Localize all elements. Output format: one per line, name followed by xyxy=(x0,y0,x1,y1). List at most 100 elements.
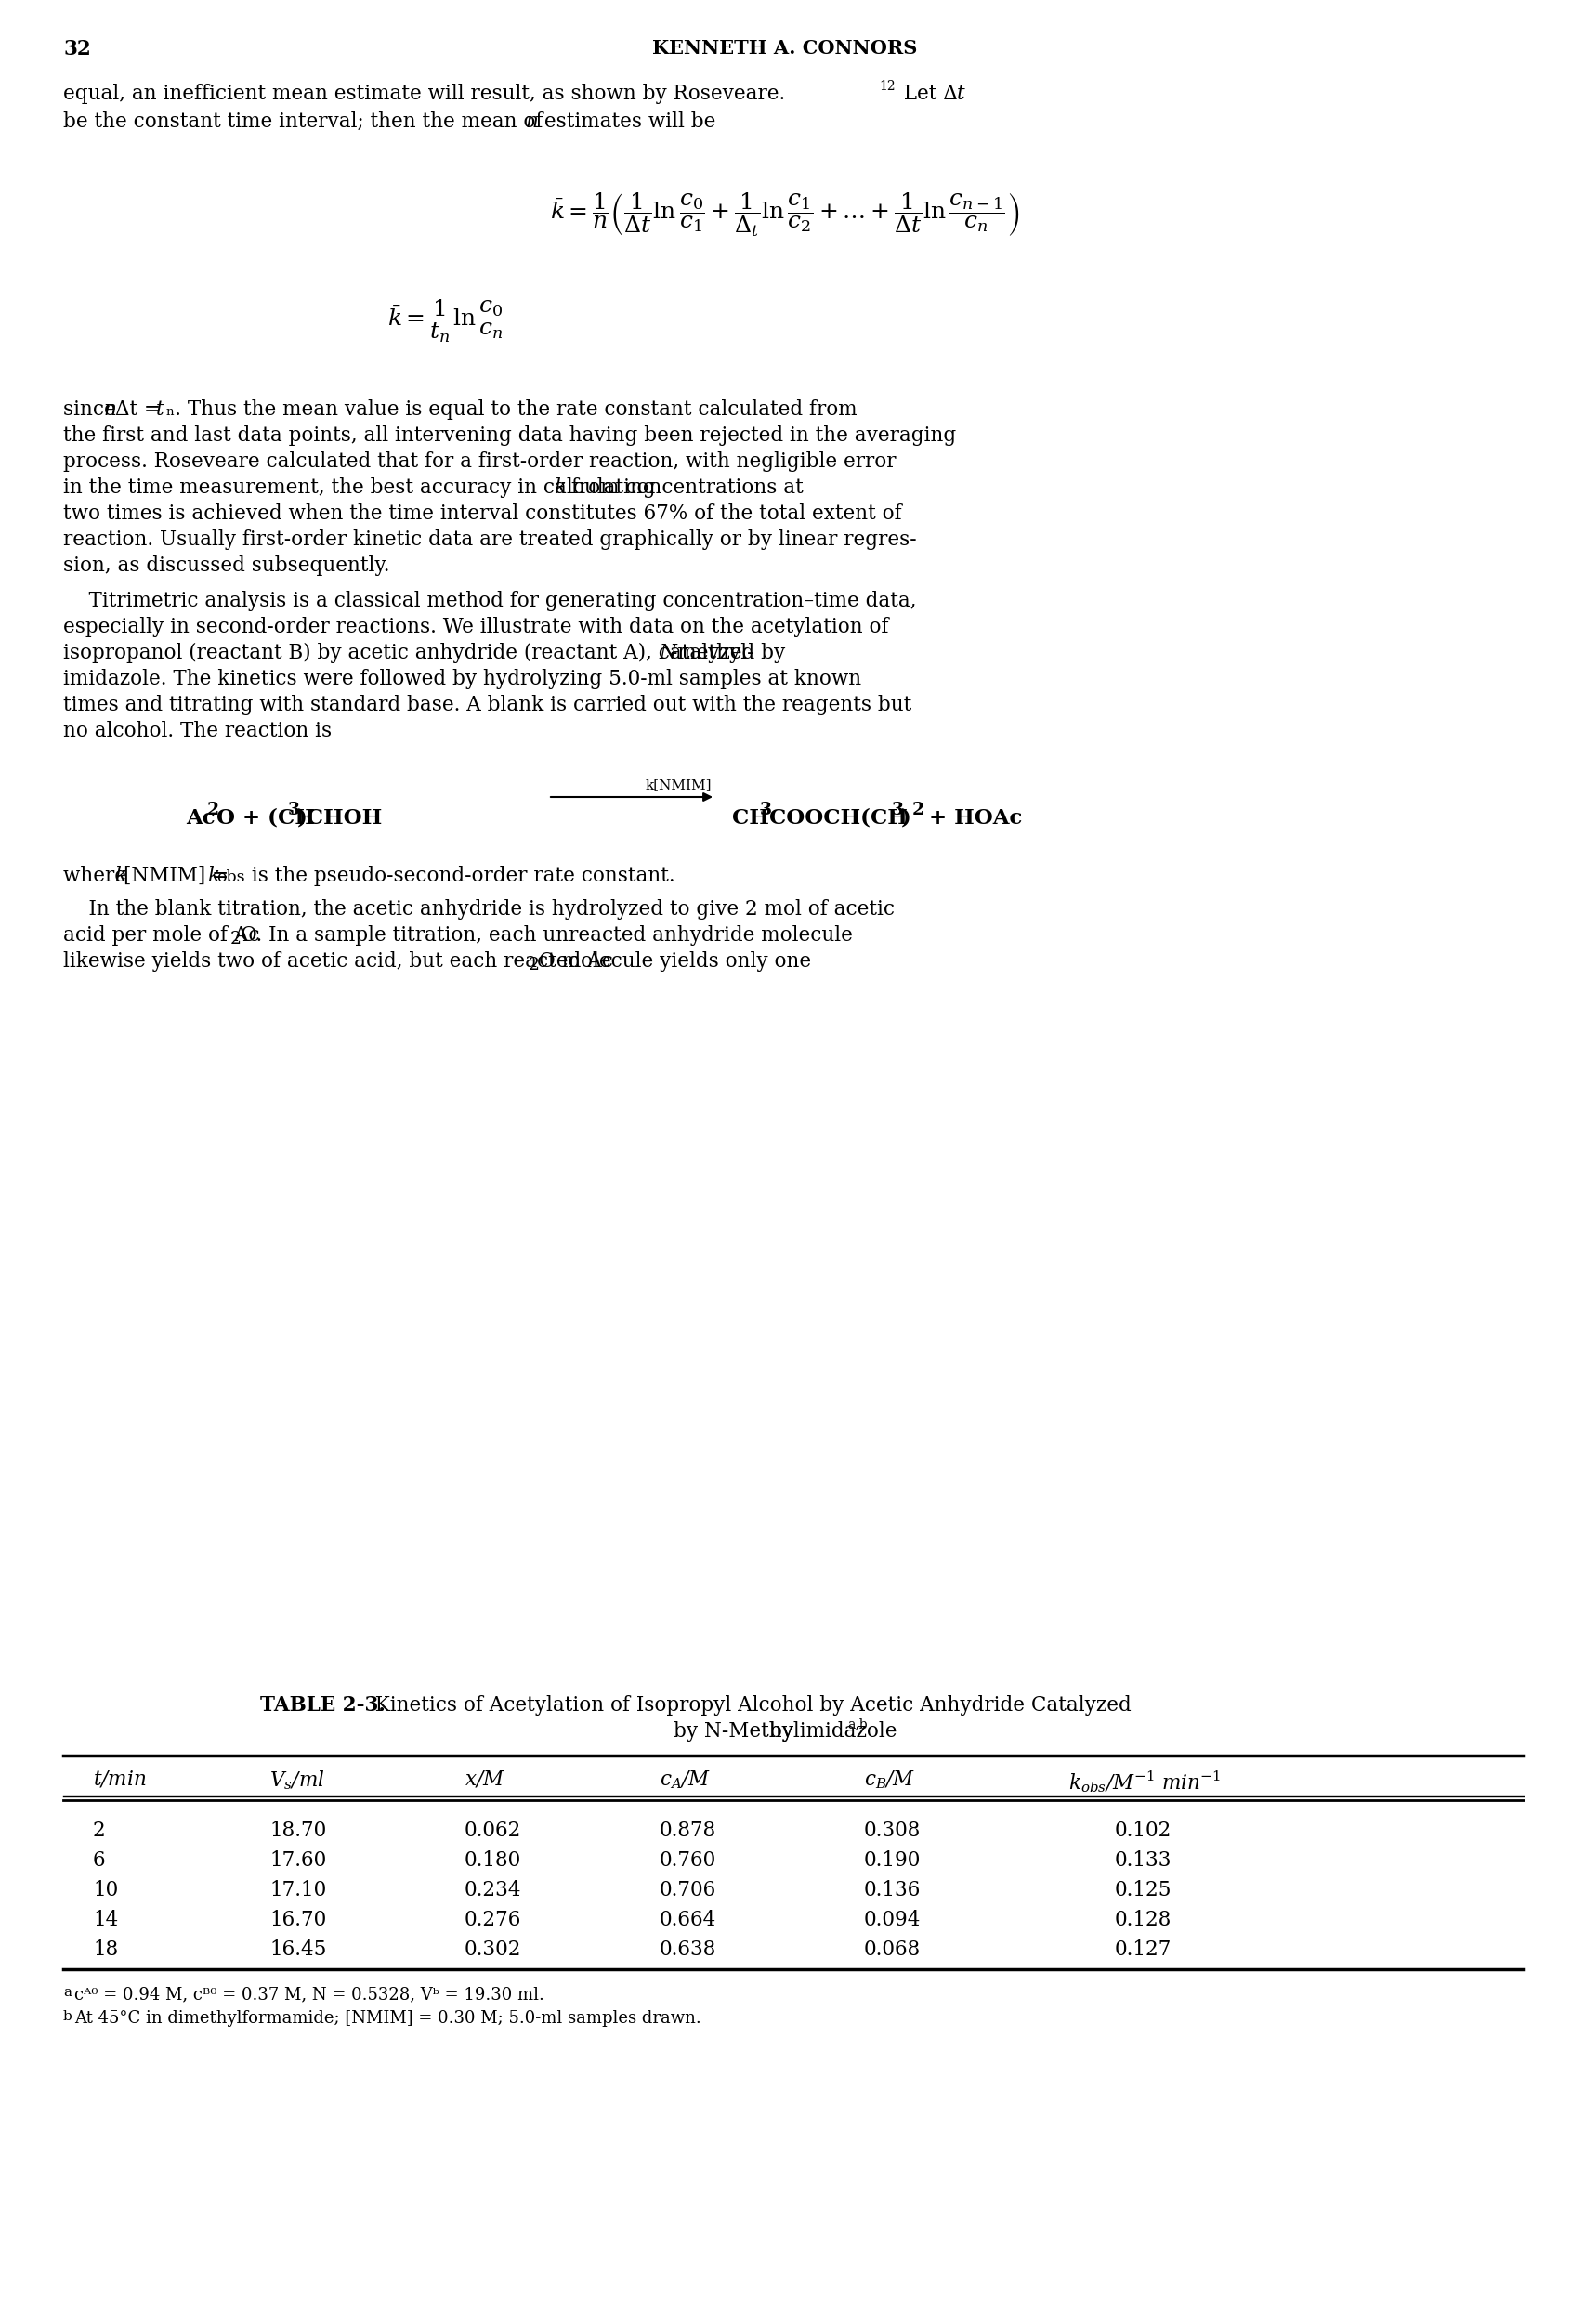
Text: k: k xyxy=(207,867,220,885)
Text: no alcohol. The reaction is: no alcohol. The reaction is xyxy=(63,720,331,741)
Text: especially in second-order reactions. We illustrate with data on the acetylation: especially in second-order reactions. We… xyxy=(63,616,889,637)
Text: $c_B$/M: $c_B$/M xyxy=(864,1769,916,1789)
Text: 0.190: 0.190 xyxy=(864,1850,921,1871)
Text: 17.60: 17.60 xyxy=(269,1850,327,1871)
Text: 3: 3 xyxy=(287,802,300,818)
Text: 14: 14 xyxy=(93,1910,118,1931)
Text: TABLE 2-3.: TABLE 2-3. xyxy=(261,1694,385,1715)
Text: $c_A$/M: $c_A$/M xyxy=(660,1769,712,1789)
Text: 0.102: 0.102 xyxy=(1115,1820,1172,1841)
Text: Kinetics of Acetylation of Isopropyl Alcohol by Acetic Anhydride Catalyzed: Kinetics of Acetylation of Isopropyl Alc… xyxy=(363,1694,1131,1715)
Text: 2: 2 xyxy=(93,1820,105,1841)
Text: two times is achieved when the time interval constitutes 67% of the total extent: two times is achieved when the time inte… xyxy=(63,504,902,523)
Text: + HOAc: + HOAc xyxy=(922,809,1023,830)
Text: n: n xyxy=(104,400,116,421)
Text: 0.133: 0.133 xyxy=(1115,1850,1172,1871)
Text: k: k xyxy=(553,476,566,497)
Text: O. In a sample titration, each unreacted anhydride molecule: O. In a sample titration, each unreacted… xyxy=(240,925,853,946)
Text: estimates will be: estimates will be xyxy=(537,112,716,132)
Text: )CHOH: )CHOH xyxy=(297,809,383,830)
Text: t: t xyxy=(156,400,163,421)
Text: equal, an inefficient mean estimate will result, as shown by Roseveare.: equal, an inefficient mean estimate will… xyxy=(63,84,786,105)
Text: 16.45: 16.45 xyxy=(269,1941,327,1959)
Text: since: since xyxy=(63,400,123,421)
Text: CH: CH xyxy=(724,809,770,830)
Text: b: b xyxy=(63,2010,72,2024)
Text: is the pseudo-second-order rate constant.: is the pseudo-second-order rate constant… xyxy=(245,867,676,885)
Text: obs: obs xyxy=(217,869,245,885)
Text: $t$/min: $t$/min xyxy=(93,1769,146,1789)
Text: 0.664: 0.664 xyxy=(660,1910,716,1931)
Text: isopropanol (reactant B) by acetic anhydride (reactant A), catalyzed by: isopropanol (reactant B) by acetic anhyd… xyxy=(63,644,792,662)
Text: 0.136: 0.136 xyxy=(864,1880,921,1901)
Text: sion, as discussed subsequently.: sion, as discussed subsequently. xyxy=(63,555,390,576)
Text: 18.70: 18.70 xyxy=(269,1820,327,1841)
Text: ₙ. Thus the mean value is equal to the rate constant calculated from: ₙ. Thus the mean value is equal to the r… xyxy=(167,400,858,421)
Text: 0.706: 0.706 xyxy=(660,1880,716,1901)
Text: a: a xyxy=(63,1987,72,1999)
Text: imidazole. The kinetics were followed by hydrolyzing 5.0-ml samples at known: imidazole. The kinetics were followed by… xyxy=(63,669,861,690)
Text: k: k xyxy=(115,867,126,885)
Text: 0.638: 0.638 xyxy=(660,1941,716,1959)
Text: 0.760: 0.760 xyxy=(660,1850,716,1871)
Text: -methyl-: -methyl- xyxy=(671,644,754,662)
Text: 2: 2 xyxy=(913,802,924,818)
Text: reaction. Usually first-order kinetic data are treated graphically or by linear : reaction. Usually first-order kinetic da… xyxy=(63,530,916,551)
Text: 12: 12 xyxy=(878,79,895,93)
Text: [NMIM] =: [NMIM] = xyxy=(124,867,236,885)
Text: $x$/M: $x$/M xyxy=(465,1769,506,1789)
Text: t: t xyxy=(957,84,965,105)
Text: 0.234: 0.234 xyxy=(465,1880,522,1901)
Text: likewise yields two of acetic acid, but each reacted Ac: likewise yields two of acetic acid, but … xyxy=(63,951,613,971)
Text: N: N xyxy=(658,644,676,662)
Text: 0.062: 0.062 xyxy=(465,1820,522,1841)
Text: KENNETH A. CONNORS: KENNETH A. CONNORS xyxy=(652,40,917,58)
Text: 17.10: 17.10 xyxy=(269,1880,327,1901)
Text: a,b: a,b xyxy=(847,1717,867,1731)
Text: 0.308: 0.308 xyxy=(864,1820,921,1841)
Text: k[NMIM]: k[NMIM] xyxy=(646,779,712,792)
Text: 0.068: 0.068 xyxy=(864,1941,921,1959)
Text: Δt =: Δt = xyxy=(115,400,167,421)
Text: acid per mole of Ac: acid per mole of Ac xyxy=(63,925,259,946)
Text: At 45°C in dimethylformamide; [NMIM] = 0.30 M; 5.0-ml samples drawn.: At 45°C in dimethylformamide; [NMIM] = 0… xyxy=(74,2010,701,2027)
Text: Ac: Ac xyxy=(185,809,215,830)
Text: 18: 18 xyxy=(93,1941,118,1959)
Text: process. Roseveare calculated that for a first-order reaction, with negligible e: process. Roseveare calculated that for a… xyxy=(63,451,895,472)
Text: n: n xyxy=(525,112,537,132)
Text: 16.70: 16.70 xyxy=(269,1910,327,1931)
Text: COOCH(CH: COOCH(CH xyxy=(770,809,908,830)
Text: where: where xyxy=(63,867,132,885)
Text: 0.125: 0.125 xyxy=(1115,1880,1172,1901)
Text: 0.180: 0.180 xyxy=(465,1850,522,1871)
Text: In the blank titration, the acetic anhydride is hydrolyzed to give 2 mol of acet: In the blank titration, the acetic anhyd… xyxy=(63,899,894,920)
Text: the first and last data points, all intervening data having been rejected in the: the first and last data points, all inte… xyxy=(63,425,957,446)
Text: by: by xyxy=(770,1722,800,1741)
Text: 0.127: 0.127 xyxy=(1115,1941,1172,1959)
Text: 0.094: 0.094 xyxy=(864,1910,921,1931)
Text: 2: 2 xyxy=(528,957,540,974)
Text: $V_s$/ml: $V_s$/ml xyxy=(269,1769,325,1792)
Text: 2: 2 xyxy=(231,930,242,948)
Text: $\bar{k} = \dfrac{1}{n}\left(\dfrac{1}{\Delta t}\ln\dfrac{c_0}{c_1} + \dfrac{1}{: $\bar{k} = \dfrac{1}{n}\left(\dfrac{1}{\… xyxy=(550,191,1020,239)
Text: 6: 6 xyxy=(93,1850,105,1871)
Text: cᴬ⁰ = 0.94 M, cᴮ⁰ = 0.37 M, N = 0.5328, Vᵇ = 19.30 ml.: cᴬ⁰ = 0.94 M, cᴮ⁰ = 0.37 M, N = 0.5328, … xyxy=(74,1987,544,2003)
Text: 3: 3 xyxy=(760,802,771,818)
Text: in the time measurement, the best accuracy in calculating: in the time measurement, the best accura… xyxy=(63,476,661,497)
Text: times and titrating with standard base. A blank is carried out with the reagents: times and titrating with standard base. … xyxy=(63,695,911,716)
Text: 0.878: 0.878 xyxy=(660,1820,716,1841)
Text: 2: 2 xyxy=(207,802,220,818)
Text: 10: 10 xyxy=(93,1880,118,1901)
Text: ): ) xyxy=(902,809,911,830)
Text: be the constant time interval; then the mean of: be the constant time interval; then the … xyxy=(63,112,550,132)
Text: 0.276: 0.276 xyxy=(465,1910,522,1931)
Text: 0.128: 0.128 xyxy=(1115,1910,1172,1931)
Text: Titrimetric analysis is a classical method for generating concentration–time dat: Titrimetric analysis is a classical meth… xyxy=(63,590,916,611)
Text: 0.302: 0.302 xyxy=(465,1941,522,1959)
Text: Let Δ: Let Δ xyxy=(897,84,958,105)
Text: 3: 3 xyxy=(892,802,903,818)
Text: O molecule yields only one: O molecule yields only one xyxy=(539,951,811,971)
Text: from concentrations at: from concentrations at xyxy=(566,476,803,497)
Text: 32: 32 xyxy=(63,40,91,60)
Text: O + (CH: O + (CH xyxy=(217,809,314,830)
